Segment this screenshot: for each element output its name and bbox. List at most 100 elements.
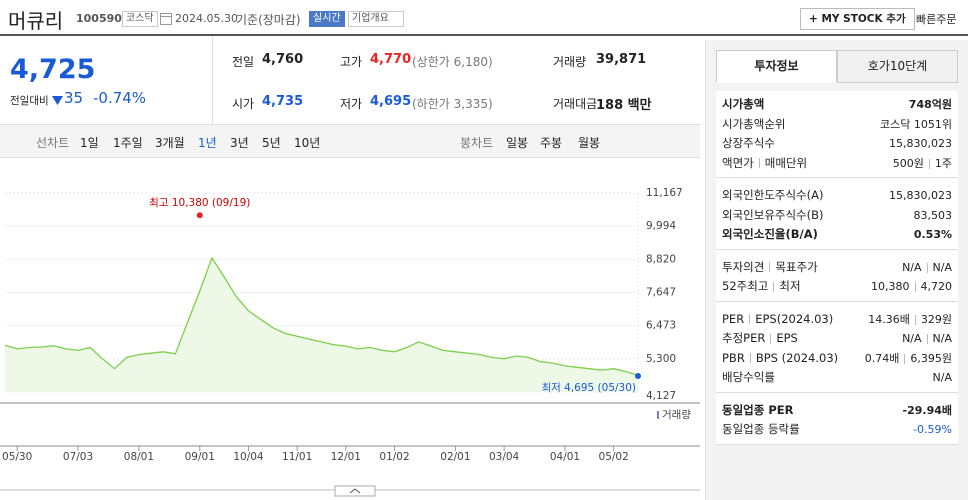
y-tick-label: 5,300 [646,353,676,365]
label-part: 추정PER [722,331,766,345]
period-option[interactable]: 1년 [198,136,217,150]
info-row: PER EPS(2024.03) 14.36배 329원 [722,310,952,330]
separator [904,353,906,364]
period-option[interactable]: 1주일 [113,136,143,150]
info-label: PER EPS(2024.03) [722,310,833,330]
info-row: 외국인소진율(B/A) 0.53% [722,225,952,245]
x-tick-label: 12/01 [331,451,361,463]
period-option[interactable]: 5년 [262,136,281,150]
stat-value: 39,871 [596,52,647,67]
area [5,257,638,392]
x-tick-label: 05/30 [2,451,32,463]
x-tick-label: 03/04 [489,451,520,463]
info-value: 15,830,023 [889,134,952,154]
value-part: 0.53% [913,228,952,241]
candle-option[interactable]: 일봉 [506,136,529,150]
info-row: 액면가 매매단위 500원 1주 [722,154,952,174]
low-marker [635,372,641,379]
value-part: 14.36배 [868,312,910,326]
price-line [4,256,639,376]
x-tick-label: 09/01 [185,451,215,463]
info-value: 748억원 [909,95,952,115]
value-part: N/A [932,332,952,345]
value-part: -0.59% [913,423,952,436]
candle-option[interactable]: 월봉 [578,136,601,150]
info-value: 83,503 [914,206,953,226]
info-row: 상장주식수 15,830,023 [722,134,952,154]
my-stock-button[interactable]: + MY STOCK 추가 [800,8,915,30]
price: 4,725 [10,54,96,85]
x-tick-label: 02/01 [440,451,470,463]
basis: 기준(장마감) [236,13,301,27]
collapse-handle[interactable] [334,485,376,497]
label-part: 동일업종 등락률 [722,422,800,436]
stat-label: 고가 [340,55,363,69]
date: 2024.05.30 [175,12,238,25]
label-part: 최저 [779,279,801,293]
info-row: 배당수익률 N/A [722,368,952,388]
label-part: 매매단위 [764,155,808,170]
separator [914,282,916,292]
period-option[interactable]: 3개월 [155,136,185,150]
label-part: 외국인보유주식수(B) [722,207,824,222]
value-part: 4,720 [920,280,953,293]
separator [928,158,930,169]
info-value: -0.59% [913,420,952,440]
header: 머큐리 100590 코스닥 2024.05.30 기준(장마감) 실시간 기업… [0,0,968,36]
info-label: 투자의견 목표주가 [722,258,818,278]
info-label: 액면가 매매단위 [722,154,807,174]
label-part: EPS [776,331,798,345]
period-option[interactable]: 1일 [80,136,99,150]
collapse-icon [349,488,361,494]
info-section: PER EPS(2024.03) 14.36배 329원 추정PER EPS N/A N/A P… [716,301,958,393]
value-part: N/A [932,260,952,274]
company-overview[interactable]: 기업개요 [348,11,404,27]
info-row: 시가총액순위 코스닥 1051위 [722,115,952,135]
label-part: 52주최고 [722,279,769,293]
info-value: 0.53% [914,225,952,245]
candle-option[interactable]: 주봉 [540,136,563,150]
tabs: 투자정보 호가10단계 [716,50,958,83]
stat-label: 시가 [232,97,255,111]
info-row: 52주최고 최저 10,380 4,720 [722,277,952,297]
quick-order[interactable]: 빠른주문 [916,13,957,26]
stat-label: 거래대금 [553,97,598,111]
info-value: 10,380 4,720 [871,277,952,297]
label-part: 동일업종 PER [722,402,794,417]
label-part: 상장주식수 [722,136,775,150]
label-part: 액면가 [722,155,754,170]
stat-value: 4,770 [370,52,412,67]
value-part: 500원 [892,156,924,170]
tab[interactable]: 호가10단계 [837,50,958,83]
y-tick-label: 11,167 [646,187,683,199]
x-tick-label: 05/02 [599,451,629,463]
x-tick-label: 11/01 [282,451,312,463]
info-label: PBR BPS (2024.03) [722,349,838,369]
info-section: 투자의견 목표주가 N/A N/A 52주최고 최저 10,380 4,720 [716,249,958,302]
value-part: 6,395원 [910,351,952,365]
separator [749,314,751,324]
value-part: -29.94배 [902,403,952,417]
legend-swatch [657,411,659,419]
info-row: 시가총액 748억원 [722,95,952,115]
label-part: PER [722,311,745,326]
tab[interactable]: 투자정보 [716,50,837,83]
value-part: 83,503 [913,208,953,222]
high-label: 최고 10,380 (09/19) [149,197,250,209]
line-chart-label: 선차트 [36,136,70,150]
realtime-badge[interactable]: 실시간 [309,11,345,27]
info-label: 상장주식수 [722,134,775,154]
candle-chart-label: 봉차트 [460,136,494,150]
label-part: EPS(2024.03) [755,311,834,326]
stock-name: 머큐리 [8,9,64,33]
period-option[interactable]: 3년 [230,136,249,150]
info-value: -29.94배 [903,401,952,421]
info-label: 동일업종 PER [722,401,793,421]
stat-value: 4,735 [262,94,304,109]
info-value: 코스닥 1051위 [880,115,952,135]
y-tick-label: 6,473 [646,320,676,332]
period-option[interactable]: 10년 [294,136,321,150]
